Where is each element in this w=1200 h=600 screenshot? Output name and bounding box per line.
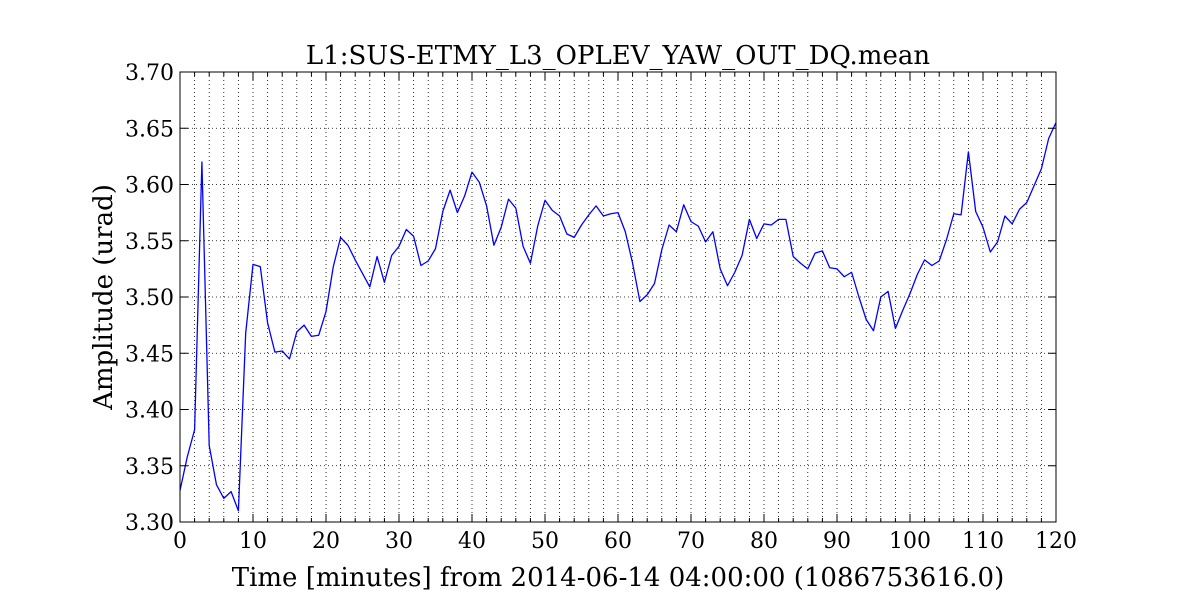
x-tick-label: 40 <box>458 529 486 554</box>
y-tick-label: 3.45 <box>125 342 174 367</box>
x-tick-label: 80 <box>750 529 778 554</box>
tick-marks <box>179 71 1057 523</box>
y-tick-label: 3.65 <box>125 117 174 142</box>
x-tick-label: 0 <box>173 529 187 554</box>
y-tick-labels: 3.30 3.35 3.40 3.45 3.50 3.55 3.60 3.65 3.70 <box>125 61 174 536</box>
x-tick-label: 90 <box>823 529 851 554</box>
x-tick-label: 30 <box>385 529 413 554</box>
x-tick-label: 20 <box>312 529 340 554</box>
x-tick-label: 120 <box>1035 529 1077 554</box>
y-tick-label: 3.55 <box>125 230 174 255</box>
y-tick-label: 3.35 <box>125 455 174 480</box>
y-tick-label: 3.70 <box>125 61 174 86</box>
x-tick-label: 50 <box>531 529 559 554</box>
grid <box>179 71 1057 523</box>
y-axis-label: Amplitude (urad) <box>89 184 119 411</box>
y-tick-label: 3.30 <box>125 511 174 536</box>
x-tick-label: 110 <box>962 529 1004 554</box>
series-line <box>179 122 1057 512</box>
x-tick-label: 60 <box>604 529 632 554</box>
x-tick-label: 70 <box>677 529 705 554</box>
x-axis-label: Time [minutes] from 2014-06-14 04:00:00 … <box>232 563 1005 593</box>
series-layer <box>179 122 1057 512</box>
x-tick-label: 10 <box>239 529 267 554</box>
chart-title: L1:SUS-ETMY_L3_OPLEV_YAW_OUT_DQ.mean <box>306 41 930 71</box>
y-tick-label: 3.50 <box>125 286 174 311</box>
x-tick-label: 100 <box>889 529 931 554</box>
y-tick-label: 3.40 <box>125 399 174 424</box>
y-tick-label: 3.60 <box>125 174 174 199</box>
x-tick-labels: 0 10 20 30 40 50 60 70 80 90 100 110 120 <box>173 529 1077 554</box>
